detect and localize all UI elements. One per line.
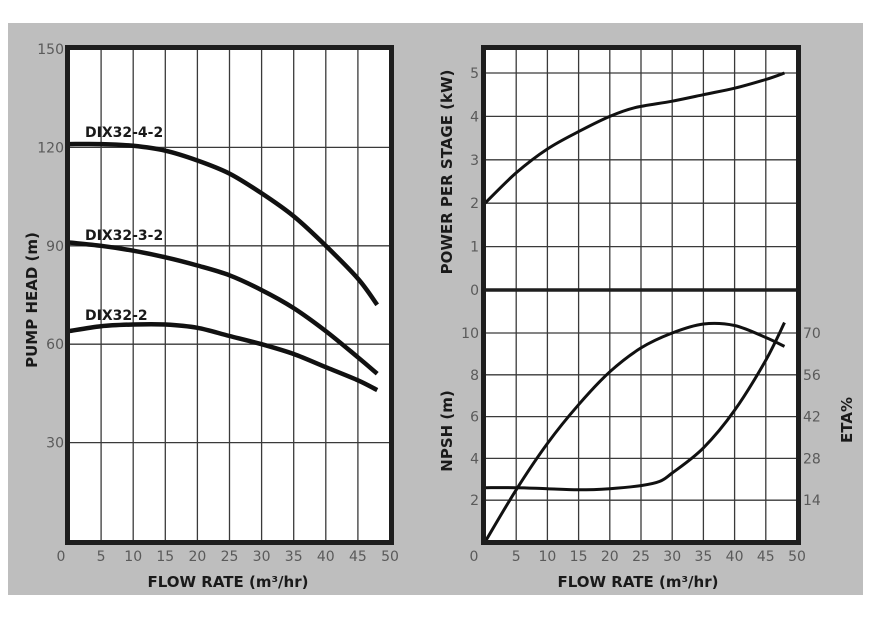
- x-tick-label: 25: [632, 549, 650, 565]
- curve-dix32-4-2: [68, 141, 380, 307]
- y-tick-label: 30: [46, 436, 64, 452]
- grid-lines: [69, 49, 390, 541]
- power-tick-label: 4: [470, 109, 479, 125]
- x-tick-label: 25: [221, 549, 239, 565]
- y-axis-title-npsh: NPSH (m): [438, 390, 456, 471]
- x-axis-title-flow-rate: FLOW RATE (m³/hr): [148, 573, 309, 591]
- y-tick-label: 60: [46, 337, 64, 353]
- x-tick-label: 30: [253, 549, 271, 565]
- x-tick-label: 50: [788, 549, 806, 565]
- series-label-dix32-2: DIX32-2: [85, 308, 148, 324]
- y-axis-title-pump-head: PUMP HEAD (m): [23, 232, 41, 368]
- grid-lines: [485, 49, 797, 541]
- power-tick-label: 1: [470, 240, 479, 256]
- x-tick-label: 10: [538, 549, 556, 565]
- npsh-tick-label: 2: [470, 493, 479, 509]
- x-tick-label: 20: [188, 549, 206, 565]
- x-axis-ticks: 0 5 10 15 20 25 30 35 40 45 50: [57, 549, 399, 565]
- eta-tick-label: 42: [803, 410, 821, 426]
- x-tick-label: 15: [156, 549, 174, 565]
- series-label-dix32-3-2: DIX32-3-2: [85, 228, 163, 244]
- curve-eta: [483, 321, 786, 543]
- eta-axis-ticks: 14 28 42 56 70: [803, 326, 821, 509]
- power-tick-label: 2: [470, 196, 479, 212]
- y-axis-ticks: 30 60 90 120 150: [37, 42, 64, 452]
- x-tick-label: 10: [124, 549, 142, 565]
- y-tick-label: 150: [37, 42, 64, 58]
- head-curves: [68, 141, 380, 393]
- power-tick-label: 3: [470, 153, 479, 169]
- x-tick-label: 5: [97, 549, 106, 565]
- eta-tick-label: 28: [803, 451, 821, 467]
- x-tick-label: 40: [726, 549, 744, 565]
- x-tick-label: 50: [381, 549, 399, 565]
- curve-npsh: [484, 321, 786, 492]
- npsh-tick-label: 10: [461, 326, 479, 342]
- curve-dix32-3-2: [68, 240, 379, 376]
- x-tick-label: 40: [317, 549, 335, 565]
- x-tick-label: 45: [349, 549, 367, 565]
- plot-frame: [65, 45, 394, 545]
- x-axis-title-flow-rate: FLOW RATE (m³/hr): [558, 573, 719, 591]
- eta-tick-label: 56: [803, 368, 821, 384]
- eta-tick-label: 14: [803, 493, 821, 509]
- x-tick-label: 0: [57, 549, 66, 565]
- eta-tick-label: 70: [803, 326, 821, 342]
- power-tick-label: 5: [470, 66, 479, 82]
- y-axis-title-eta: ETA%: [838, 397, 856, 443]
- pump-head-chart: 30 60 90 120 150 0 5 10 15 20 25 30 35 40 45 50 DIX32-…: [23, 42, 399, 591]
- power-axis-ticks: 0 1 2 3 4 5: [470, 66, 479, 299]
- plot-frame: [481, 45, 801, 545]
- y-tick-label: 120: [37, 140, 64, 156]
- npsh-tick-label: 6: [470, 410, 479, 426]
- x-tick-label: 35: [285, 549, 303, 565]
- npsh-axis-ticks: 2 4 6 8 10: [461, 326, 479, 509]
- x-tick-label: 0: [470, 549, 479, 565]
- x-tick-label: 5: [512, 549, 521, 565]
- curve-power: [483, 71, 786, 205]
- x-tick-label: 30: [663, 549, 681, 565]
- x-tick-label: 45: [757, 549, 775, 565]
- x-axis-ticks: 0 5 10 15 20 25 30 35 40 45 50: [470, 549, 806, 565]
- y-tick-label: 90: [46, 239, 64, 255]
- npsh-tick-label: 4: [470, 451, 479, 467]
- x-tick-label: 20: [601, 549, 619, 565]
- x-tick-label: 15: [570, 549, 588, 565]
- performance-curves: [483, 71, 786, 543]
- npsh-tick-label: 8: [470, 368, 479, 384]
- x-tick-label: 35: [694, 549, 712, 565]
- power-tick-label: 0: [470, 283, 479, 299]
- series-label-dix32-4-2: DIX32-4-2: [85, 125, 163, 141]
- y-axis-title-power: POWER PER STAGE (kW): [438, 70, 456, 275]
- curve-dix32-2: [68, 321, 379, 393]
